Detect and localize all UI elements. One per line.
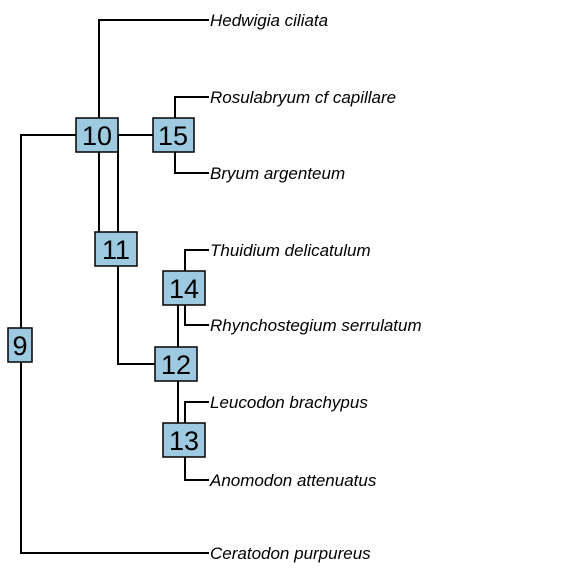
node-15-box bbox=[152, 117, 195, 153]
tip-label-rhynchostegium: Rhynchostegium serrulatum bbox=[210, 316, 422, 335]
edge-10-hedwigia bbox=[98, 19, 209, 136]
node-11: 11 bbox=[94, 231, 138, 267]
edge-9-ceratodon bbox=[20, 344, 209, 554]
node-9-label: 9 bbox=[12, 331, 27, 361]
node-15-label: 15 bbox=[158, 121, 188, 151]
node-13-box bbox=[162, 422, 206, 458]
tip-label-rosulabryum: Rosulabryum cf capillare bbox=[210, 88, 396, 107]
node-10-label: 10 bbox=[82, 121, 112, 151]
node-12-box bbox=[154, 346, 198, 382]
node-13: 13 bbox=[162, 422, 206, 458]
tip-labels: Hedwigia ciliata Rosulabryum cf capillar… bbox=[209, 11, 422, 563]
tip-label-anomodon: Anomodon attenuatus bbox=[209, 471, 377, 490]
node-14-label: 14 bbox=[169, 274, 199, 304]
node-10: 10 bbox=[75, 117, 119, 153]
node-13-label: 13 bbox=[169, 426, 199, 456]
tip-label-hedwigia: Hedwigia ciliata bbox=[210, 11, 328, 30]
edge-9-10 bbox=[20, 134, 100, 346]
node-12-label: 12 bbox=[161, 350, 191, 380]
node-11-label: 11 bbox=[102, 235, 130, 265]
node-labels: 9 10 15 11 14 12 13 bbox=[7, 117, 206, 458]
tip-label-ceratodon: Ceratodon purpureus bbox=[210, 544, 371, 563]
node-10-box bbox=[75, 117, 119, 153]
node-9: 9 bbox=[7, 327, 33, 363]
node-9-box bbox=[7, 327, 33, 363]
node-14-box bbox=[162, 270, 206, 306]
tip-label-bryum: Bryum argenteum bbox=[210, 164, 345, 183]
node-12: 12 bbox=[154, 346, 198, 382]
node-11-box bbox=[94, 231, 138, 267]
tip-label-leucodon: Leucodon brachypus bbox=[210, 393, 368, 412]
tip-label-thuidium: Thuidium delicatulum bbox=[210, 241, 371, 260]
node-15: 15 bbox=[152, 117, 195, 153]
node-14: 14 bbox=[162, 270, 206, 306]
